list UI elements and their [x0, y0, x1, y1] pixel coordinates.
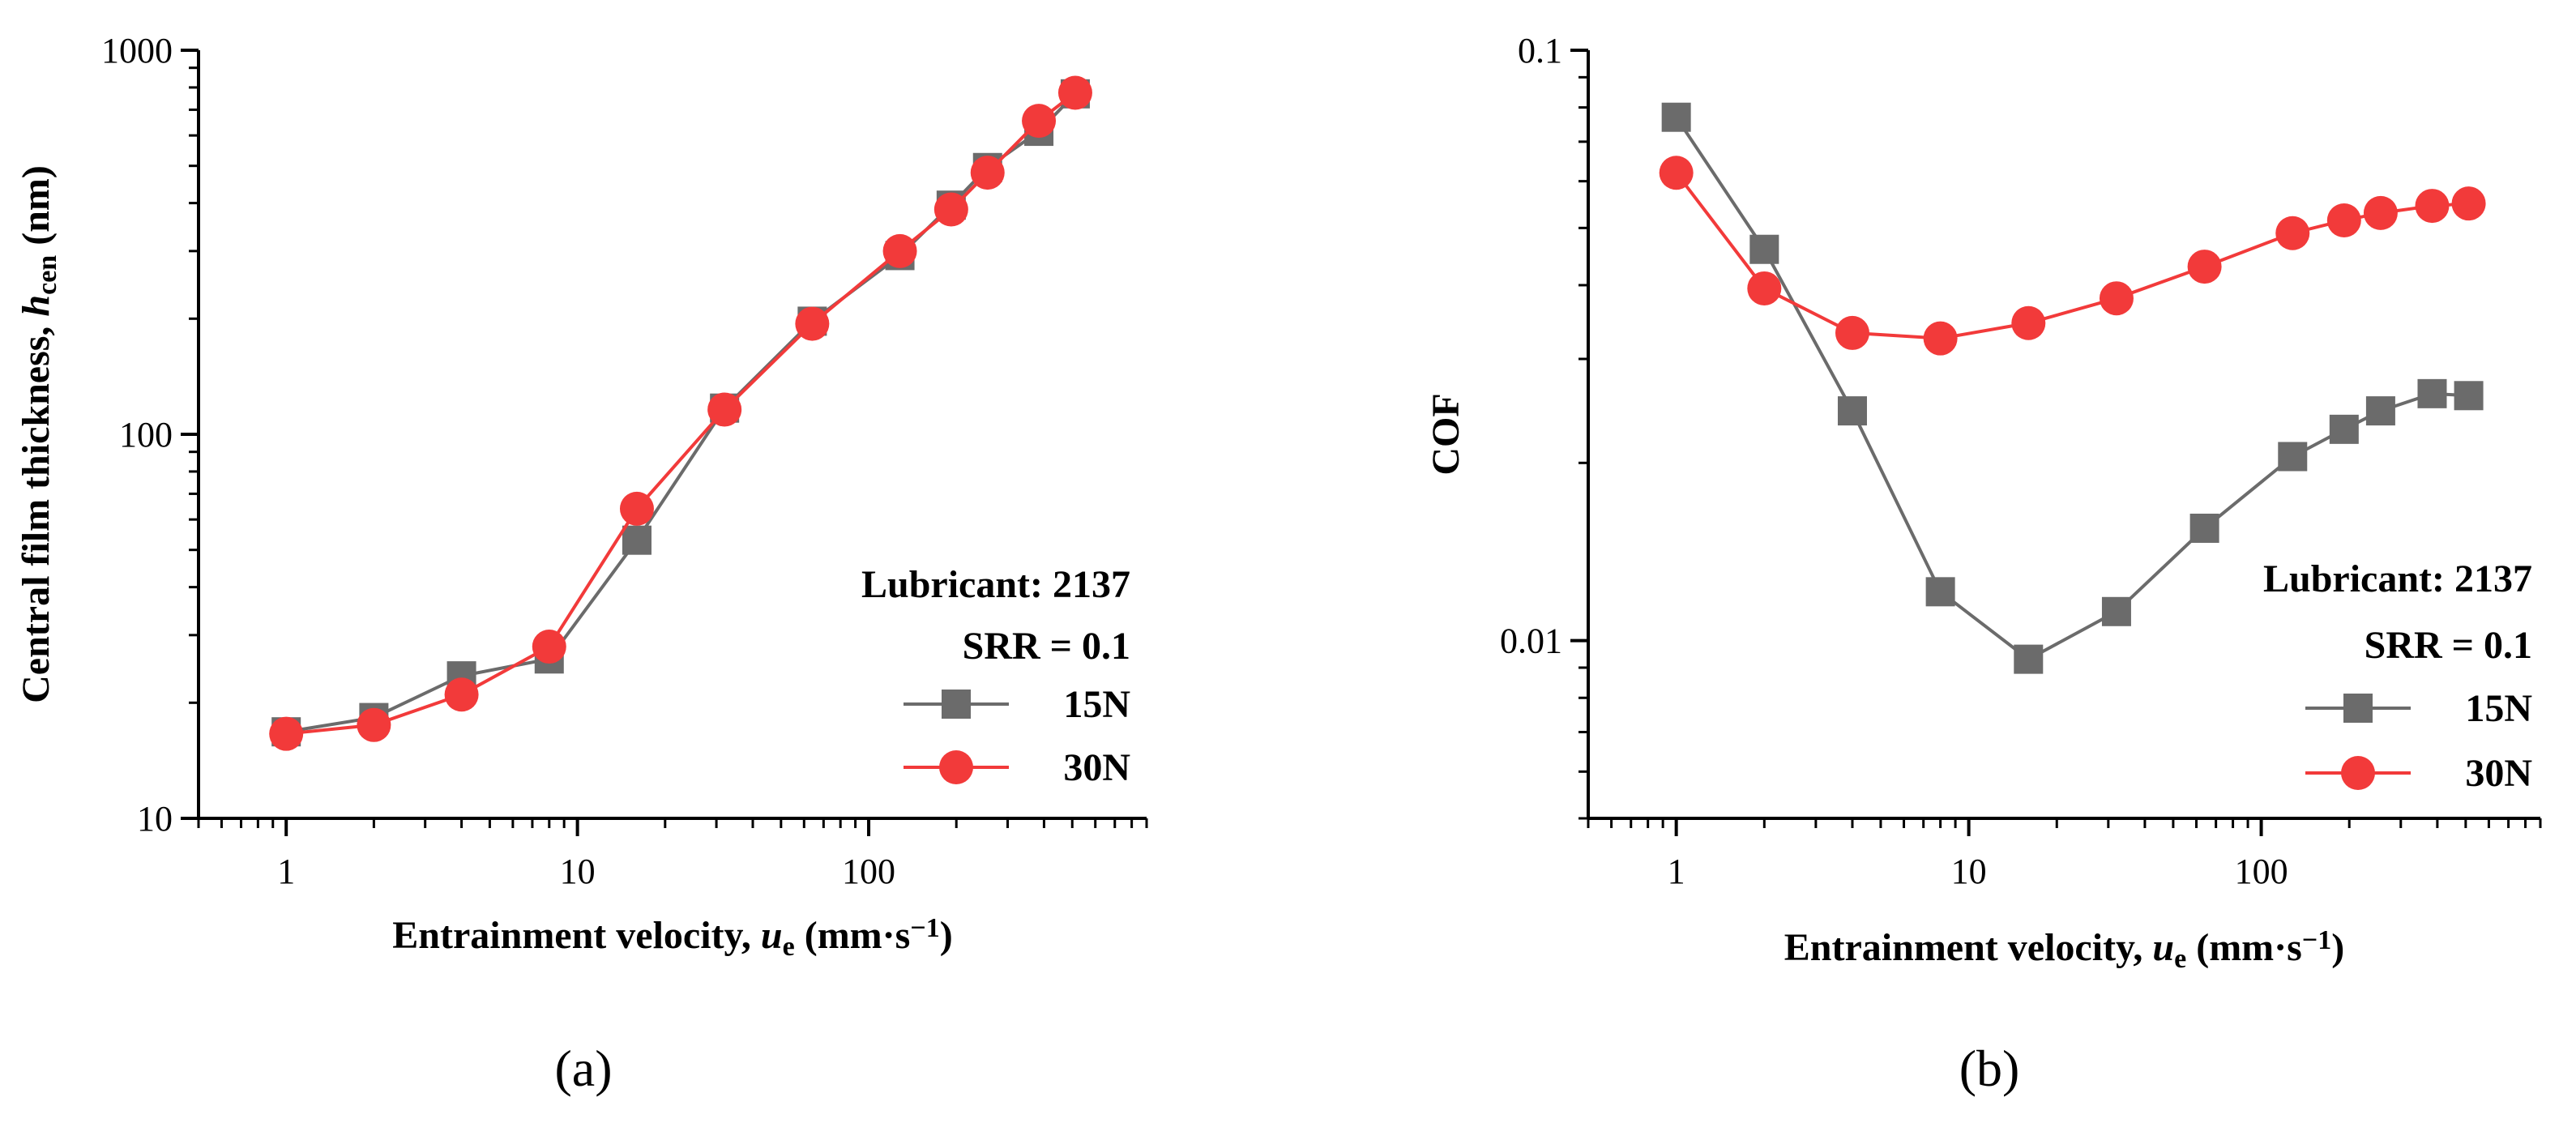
data-point-30N	[269, 716, 304, 751]
data-point-15N	[1925, 577, 1955, 607]
data-point-30N	[619, 491, 654, 526]
data-point-15N	[2454, 381, 2484, 411]
data-point-30N	[2451, 186, 2486, 221]
data-point-15N	[1837, 396, 1867, 426]
panel-a: 1 10 100 10 100 1000 Entrainment velocity, ue …	[15, 31, 1148, 1097]
x-tick-label: 1	[277, 852, 295, 891]
data-point-15N	[622, 525, 651, 555]
data-point-30N	[707, 392, 742, 427]
series-line-30N	[285, 91, 1077, 736]
legend-marker-15N	[2343, 694, 2373, 723]
y-tick-label: 100	[119, 415, 173, 455]
y-tick-label: 10	[137, 799, 173, 839]
data-point-30N	[1747, 271, 1782, 305]
data-point-15N	[2278, 442, 2308, 472]
data-point-15N	[2189, 513, 2219, 543]
data-point-30N	[970, 156, 1005, 190]
y-tick-label: 1000	[101, 31, 173, 70]
data-point-15N	[2417, 378, 2447, 408]
x-tick-label: 100	[2235, 852, 2288, 891]
data-point-30N	[1057, 75, 1092, 110]
series-line-15N	[285, 92, 1077, 734]
annotation: Lubricant: 2137	[861, 563, 1130, 606]
data-point-30N	[882, 233, 917, 268]
data-point-30N	[2326, 203, 2361, 237]
legend-marker-30N	[939, 750, 973, 784]
data-point-30N	[2187, 250, 2222, 284]
y-tick-label: 0.1	[1518, 31, 1562, 70]
panel-b: 1 10 100 0.01 0.1 Entrainment velocity, ue (m…	[1425, 31, 2542, 1097]
data-point-15N	[2014, 644, 2044, 674]
x-tick-label: 100	[842, 852, 895, 891]
data-point-30N	[532, 630, 566, 664]
legend-marker-30N	[2341, 756, 2375, 790]
data-point-30N	[2011, 305, 2046, 340]
data-point-30N	[795, 306, 830, 341]
annotation: Lubricant: 2137	[2263, 557, 2532, 600]
panel-label: (b)	[1959, 1040, 2020, 1097]
data-point-15N	[1661, 102, 1691, 132]
annotation: SRR = 0.1	[963, 625, 1130, 668]
legend-label-30N: 30N	[2465, 752, 2532, 795]
panel-label: (a)	[554, 1040, 612, 1097]
data-point-30N	[2415, 189, 2450, 224]
data-point-30N	[1835, 315, 1869, 350]
data-point-30N	[2099, 281, 2134, 316]
data-point-15N	[2329, 414, 2359, 444]
legend-label-15N: 15N	[2465, 687, 2532, 730]
data-point-15N	[1749, 234, 1779, 264]
data-point-30N	[1659, 156, 1694, 190]
series-line-30N	[1675, 172, 2469, 340]
data-point-30N	[1923, 321, 1958, 356]
x-tick-label: 10	[1951, 852, 1987, 891]
data-point-30N	[933, 192, 968, 227]
x-tick-label: 10	[560, 852, 596, 891]
x-axis-title: Entrainment velocity, ue (mm·s−1)	[1784, 925, 2344, 973]
data-point-15N	[2101, 596, 2131, 626]
x-tick-label: 1	[1668, 852, 1685, 891]
legend-marker-15N	[942, 690, 971, 719]
y-axis-title: Central film thickness, hcen (nm)	[15, 165, 62, 703]
x-axis-title: Entrainment velocity, ue (mm·s−1)	[392, 913, 952, 961]
data-point-30N	[1022, 104, 1057, 139]
data-point-30N	[357, 707, 391, 742]
annotation: SRR = 0.1	[2365, 624, 2532, 667]
data-point-30N	[2363, 195, 2398, 230]
data-point-30N	[2275, 216, 2310, 250]
data-point-15N	[2365, 396, 2395, 426]
data-point-30N	[444, 677, 479, 712]
legend-label-15N: 15N	[1063, 683, 1130, 726]
legend-label-30N: 30N	[1063, 746, 1130, 789]
y-tick-label: 0.01	[1500, 621, 1562, 661]
y-axis-title: COF	[1425, 393, 1467, 475]
